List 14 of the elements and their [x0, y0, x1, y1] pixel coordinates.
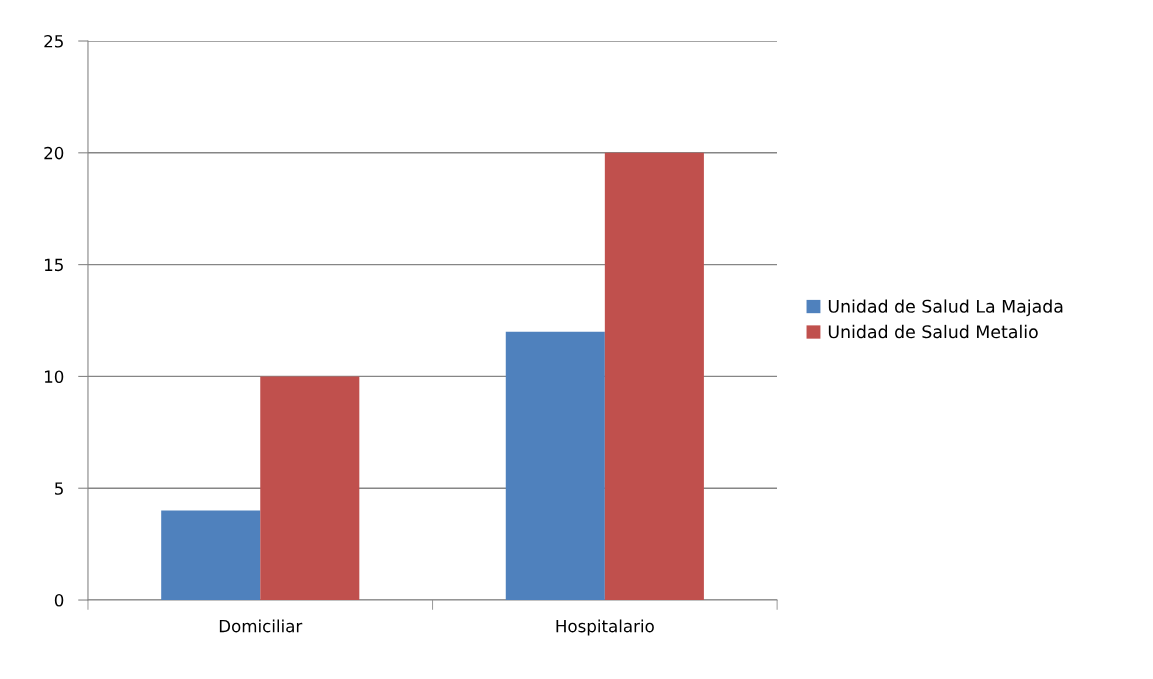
x-tick-label: Domiciliar: [219, 619, 303, 633]
bar: [604, 152, 704, 601]
legend-label: Unidad de Salud La Majada: [828, 299, 1063, 317]
y-tick-label: 5: [55, 482, 63, 495]
y-tick-label: 10: [44, 370, 64, 383]
y-tick-label: 20: [44, 146, 64, 160]
bar: [161, 510, 261, 601]
y-tick-label: 0: [54, 593, 64, 607]
bar: [505, 331, 605, 601]
legend-label: Unidad de Salud Metalio: [828, 324, 1038, 339]
bar: [260, 376, 360, 601]
y-tick-label: 25: [44, 34, 63, 48]
y-tick-label: 15: [44, 258, 63, 272]
x-tick-label: Hospitalario: [556, 619, 654, 636]
